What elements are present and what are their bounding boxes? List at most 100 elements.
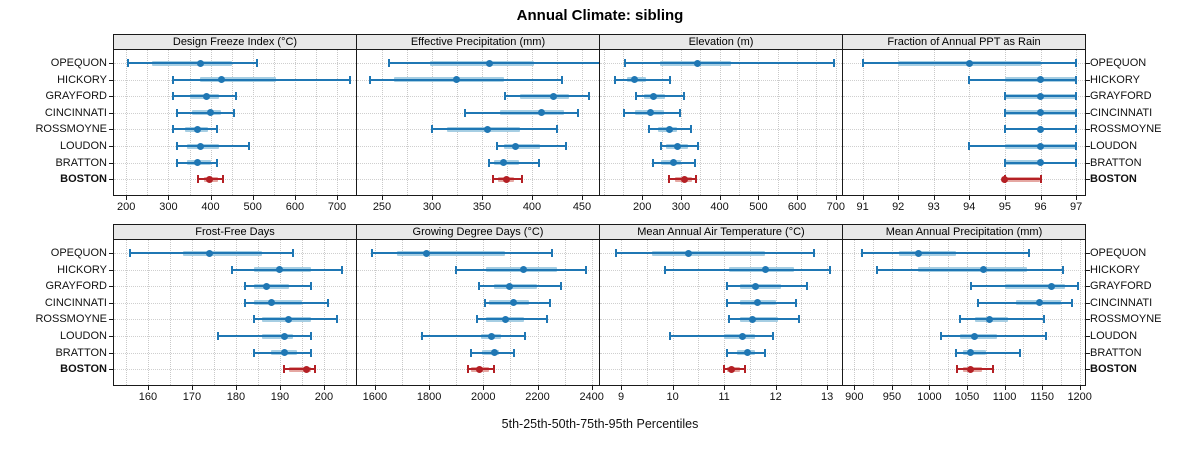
gridline [929,240,931,385]
gridline [873,240,875,385]
panel-strip: Frost-Free Days [114,225,356,240]
percentile-whisker-5-95 [244,301,329,304]
gridline [827,240,829,385]
axis-tick [279,386,281,390]
axis-tick-label: 2200 [525,391,550,403]
axis-tick-label: 1100 [992,391,1017,403]
gridline [457,50,458,195]
axis-tick [672,386,674,390]
median-dot [967,365,975,373]
whisker-cap-high [1071,298,1074,307]
axis-tick-label: 500 [749,201,768,213]
axis-tick-label: 91 [856,201,869,213]
row-edge-tick-left [109,129,113,131]
whisker-cap-high [689,125,692,134]
whisker-cap-low [371,249,374,257]
median-dot [914,249,922,257]
panel-7: Mean Annual Air Temperature (°C) [599,224,843,386]
percentile-whisker-5-95 [969,78,1077,81]
whisker-cap-low [283,365,286,374]
whisker-cap-high [538,158,540,167]
axis-tick-label: 300 [422,201,442,213]
row-edge-tick-left [109,162,113,164]
axis-tick-label: 200 [314,391,334,403]
row-guide [357,146,599,147]
row-edge-tick-right [1086,162,1090,164]
gridline [231,50,233,195]
axis-tick [797,196,799,200]
median-dot [280,332,288,340]
whisker-cap-high [805,282,808,291]
axis-tick-label: 700 [826,201,845,213]
median-dot [1037,76,1044,84]
panel-6: Growing Degree Days (°C) [356,224,600,386]
whisker-cap-low [369,75,371,84]
gridline [382,50,383,195]
panel-strip-title: Mean Annual Precipitation (mm) [885,226,1043,238]
gridline [507,50,508,195]
gridline [252,50,254,195]
gridline [758,50,760,195]
whisker-cap-high [764,348,767,357]
axis-tick-label: 94 [963,201,976,213]
median-dot [751,282,759,290]
axis-tick [1004,386,1006,390]
site-label-right: BRATTON [1090,346,1142,359]
site-label-right: LOUDON [1090,330,1138,342]
median-dot [501,315,509,323]
panel-strip-title: Design Freeze Index (°C) [172,36,298,48]
panel-plot [843,50,1085,195]
percentile-whisker-5-95 [176,145,249,147]
row-guide [357,96,599,98]
site-label-right: ROSSMOYNE [1090,123,1162,136]
row-edge-tick-right [1086,319,1090,321]
axis-tick-label: 13 [820,391,834,403]
axis-tick [680,196,682,200]
percentile-whisker-5-95 [955,351,1020,354]
axis-tick [642,196,644,200]
site-label-left: GRAYFORD [45,280,107,293]
panel-strip: Fraction of Annual PPT as Rain [843,35,1085,50]
panel-strip-title: Frost-Free Days [195,226,275,238]
whisker-cap-high [697,142,700,150]
panel-strip-title: Effective Precipitation (mm) [410,36,546,48]
median-dot [194,125,202,133]
gridline [680,50,682,195]
row-edge-tick-left [109,352,113,354]
gridline [591,240,593,385]
gridline [621,240,623,385]
percentile-whisker-5-95 [244,285,311,288]
panel-plot [843,240,1085,385]
median-dot [194,159,202,167]
median-dot [669,159,677,167]
whisker-cap-high [577,108,579,117]
panel-plot [357,50,603,195]
whisker-cap-low [958,315,961,324]
site-label-left: BOSTON [60,173,107,186]
whisker-cap-high [561,75,563,84]
percentile-whisker-5-95 [664,268,830,271]
axis-tick-label: 1150 [1030,391,1055,403]
whisker-cap-high [513,348,516,357]
site-label-left: CINCINNATI [44,106,107,119]
whisker-cap-high [314,365,317,374]
axis-tick [1040,196,1042,200]
row-guide [114,302,356,304]
row-guide [843,286,1085,288]
site-label-right: OPEQUON [1090,247,1147,259]
panel-strip: Growing Degree Days (°C) [357,225,599,240]
axis-tick [1079,386,1081,390]
gridline [1079,240,1081,385]
whisker-cap-low [175,142,178,150]
median-dot [520,266,528,274]
gridline [724,240,726,385]
row-edge-tick-right [1086,369,1090,371]
median-dot [647,109,655,117]
whisker-cap-low [728,315,731,324]
whisker-cap-low [1003,108,1006,117]
row-guide [114,352,356,354]
whisker-cap-high [1018,348,1021,357]
whisker-cap-high [1077,282,1080,291]
whisker-cap-low [622,108,625,117]
axis-tick [582,196,583,200]
